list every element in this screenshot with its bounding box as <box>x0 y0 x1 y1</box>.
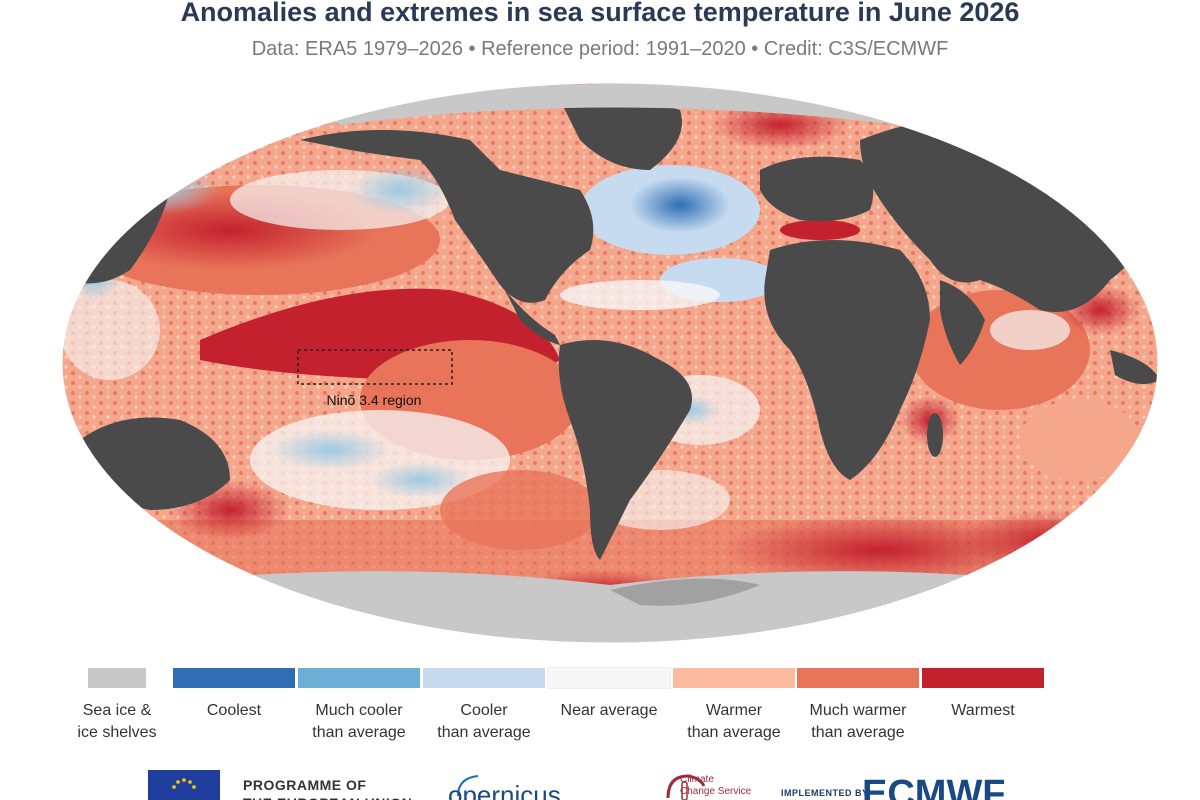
legend-label: Coolest <box>206 702 262 719</box>
legend-swatch <box>922 668 1044 688</box>
nino34-box <box>297 349 453 385</box>
legend-swatch <box>88 668 146 688</box>
c3s-text: Climate Change Service <box>680 774 752 797</box>
legend-label: Sea ice & ice shelves <box>77 702 157 741</box>
nino34-label: Ninõ 3.4 region <box>327 392 422 408</box>
world-map: Ninõ 3.4 region <box>61 82 1159 644</box>
legend-swatch <box>423 668 545 688</box>
legend-label: Warmest <box>951 702 1015 719</box>
legend-item: Coolest <box>154 668 314 719</box>
legend-item: Warmer than average <box>654 668 814 741</box>
legend-swatch <box>173 668 295 688</box>
eu-programme-text: PROGRAMME OF THE EUROPEAN UNION <box>243 777 412 800</box>
legend-label: Near average <box>560 702 658 719</box>
legend-swatch <box>797 668 919 688</box>
legend-item: Warmest <box>903 668 1063 719</box>
ocean-anomaly-layer <box>62 83 1158 643</box>
legend-label: Warmer than average <box>687 702 781 741</box>
eu-flag-logo <box>148 770 220 800</box>
c3s-logo <box>666 774 706 800</box>
copernicus-logo: opernicus <box>448 775 561 800</box>
ecmwf-logo: ECMWF <box>862 773 1006 800</box>
legend-item: Much warmer than average <box>778 668 938 741</box>
page-subtitle: Data: ERA5 1979–2026 • Reference period:… <box>251 38 949 60</box>
legend-swatch <box>298 668 420 688</box>
legend-swatch <box>673 668 795 688</box>
implemented-by-text: IMPLEMENTED BY <box>781 788 869 798</box>
svg-text:opernicus: opernicus <box>448 780 561 800</box>
legend-item: Sea ice & ice shelves <box>37 668 197 741</box>
legend-item: Much cooler than average <box>279 668 439 741</box>
legend-label: Much warmer than average <box>809 702 907 741</box>
legend: Sea ice & ice shelves Coolest Much cooler … <box>0 667 1200 748</box>
legend-label: Much cooler than average <box>312 702 406 741</box>
page-title: Anomalies and extremes in sea surface te… <box>180 0 1020 27</box>
legend-item: Cooler than average <box>404 668 564 741</box>
logo-strip: PROGRAMME OF THE EUROPEAN UNION opernicu… <box>0 766 1200 800</box>
legend-swatch <box>547 667 671 689</box>
legend-label: Cooler than average <box>437 702 531 741</box>
legend-item: Near average <box>529 667 689 719</box>
